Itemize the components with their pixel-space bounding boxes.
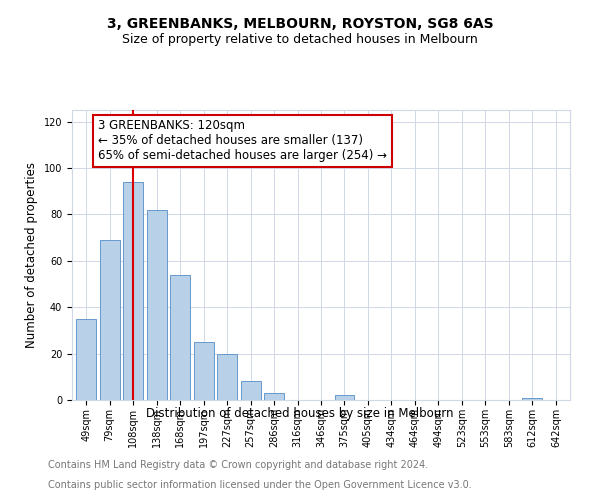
Bar [146,210,167,400]
Bar [76,319,96,400]
Text: Contains HM Land Registry data © Crown copyright and database right 2024.: Contains HM Land Registry data © Crown c… [48,460,428,470]
Text: Distribution of detached houses by size in Melbourn: Distribution of detached houses by size … [146,408,454,420]
Bar [523,398,542,400]
Bar [170,274,190,400]
Bar [335,396,355,400]
Text: Size of property relative to detached houses in Melbourn: Size of property relative to detached ho… [122,32,478,46]
Bar [123,182,143,400]
Text: 3 GREENBANKS: 120sqm
← 35% of detached houses are smaller (137)
65% of semi-deta: 3 GREENBANKS: 120sqm ← 35% of detached h… [98,120,387,162]
Bar [100,240,119,400]
Text: 3, GREENBANKS, MELBOURN, ROYSTON, SG8 6AS: 3, GREENBANKS, MELBOURN, ROYSTON, SG8 6A… [107,18,493,32]
Bar [194,342,214,400]
Bar [217,354,237,400]
Bar [241,382,260,400]
Bar [264,393,284,400]
Y-axis label: Number of detached properties: Number of detached properties [25,162,38,348]
Text: Contains public sector information licensed under the Open Government Licence v3: Contains public sector information licen… [48,480,472,490]
